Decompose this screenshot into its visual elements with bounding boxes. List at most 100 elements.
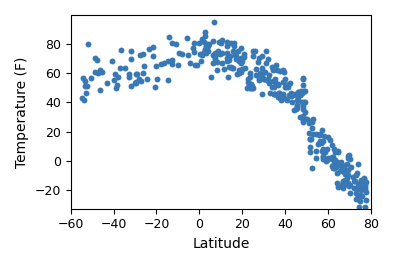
Point	[353, 191, 359, 195]
Point	[84, 84, 90, 88]
Point	[247, 86, 253, 90]
Point	[212, 55, 218, 59]
Point	[329, 143, 335, 147]
Point	[146, 47, 152, 51]
Point	[278, 98, 284, 102]
Point	[236, 59, 243, 63]
Point	[176, 51, 182, 55]
Point	[150, 44, 156, 49]
Point	[111, 78, 117, 82]
Point	[327, 138, 333, 142]
Point	[238, 70, 244, 74]
Point	[246, 83, 252, 87]
Point	[259, 92, 265, 96]
Point	[265, 57, 271, 61]
Point	[80, 76, 86, 80]
Point	[238, 59, 245, 63]
Point	[165, 59, 171, 63]
Point	[332, 163, 338, 167]
Point	[269, 65, 275, 69]
Point	[109, 59, 115, 64]
Point	[354, 187, 361, 192]
Point	[345, 168, 351, 173]
Point	[244, 77, 251, 81]
Point	[217, 41, 224, 45]
Point	[224, 44, 230, 48]
Point	[285, 83, 291, 88]
Point	[297, 115, 303, 119]
Point	[205, 49, 211, 53]
Point	[356, 205, 362, 209]
Point	[238, 61, 244, 65]
Point	[94, 57, 100, 62]
Point	[136, 77, 142, 81]
Point	[261, 77, 267, 81]
Point	[262, 70, 268, 74]
Point	[204, 42, 210, 46]
Point	[353, 173, 359, 177]
Point	[140, 71, 146, 75]
Point	[122, 66, 128, 70]
Point	[275, 82, 282, 86]
Point	[184, 36, 190, 40]
Point	[199, 53, 205, 57]
Point	[294, 92, 301, 96]
Point	[287, 81, 293, 85]
Point	[346, 153, 352, 157]
Point	[221, 67, 227, 71]
Point	[248, 82, 255, 86]
Point	[323, 147, 330, 151]
Point	[247, 71, 253, 75]
Point	[270, 68, 276, 73]
Point	[317, 139, 323, 144]
Point	[331, 160, 338, 165]
Point	[212, 51, 218, 55]
Point	[347, 156, 353, 161]
Point	[239, 67, 245, 71]
Point	[340, 185, 346, 190]
Point	[335, 150, 341, 155]
Point	[329, 164, 335, 168]
Point	[231, 44, 237, 48]
Point	[229, 66, 236, 70]
Point	[355, 162, 362, 166]
Point	[355, 183, 362, 187]
Point	[248, 86, 255, 90]
Point	[132, 80, 138, 85]
Point	[307, 150, 313, 154]
Point	[361, 181, 368, 185]
Point	[300, 114, 306, 118]
Point	[299, 76, 306, 80]
Point	[150, 53, 156, 58]
Point	[320, 155, 326, 159]
Point	[280, 68, 286, 72]
Point	[233, 57, 239, 61]
Point	[191, 41, 197, 45]
Point	[342, 177, 348, 182]
Point	[301, 100, 307, 104]
Point	[344, 162, 350, 166]
Point	[300, 77, 307, 81]
Point	[363, 189, 370, 194]
Point	[325, 156, 331, 160]
Point	[305, 121, 312, 125]
Point	[230, 41, 237, 45]
Point	[336, 161, 343, 165]
Point	[263, 49, 269, 53]
Point	[362, 183, 368, 187]
Point	[202, 34, 208, 39]
Point	[169, 41, 175, 45]
Point	[315, 142, 322, 146]
Point	[234, 49, 241, 53]
Point	[324, 134, 331, 139]
Point	[215, 49, 221, 53]
Point	[196, 41, 202, 45]
Point	[228, 41, 234, 45]
Point	[250, 49, 256, 53]
Point	[117, 66, 123, 70]
Point	[298, 89, 304, 93]
Point	[307, 119, 314, 123]
Point	[320, 139, 326, 143]
Point	[300, 82, 307, 87]
Point	[334, 171, 340, 175]
